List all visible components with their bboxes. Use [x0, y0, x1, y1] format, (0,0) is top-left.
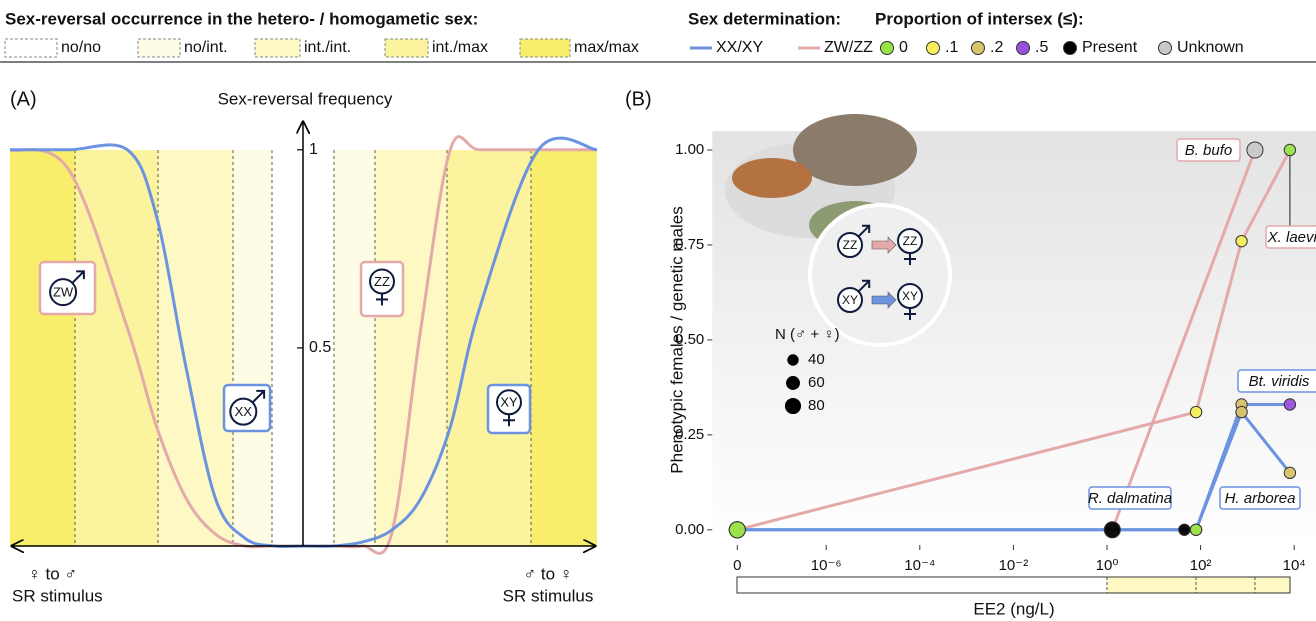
legend-swatch — [138, 39, 180, 57]
legend-label: Unknown — [1177, 39, 1244, 56]
legend-marker — [1064, 42, 1077, 55]
data-point — [729, 522, 745, 538]
size-legend-label: 40 — [808, 351, 825, 368]
figure: Sex-reversal occurrence in the hetero- /… — [0, 0, 1316, 621]
range-bar — [1107, 578, 1290, 593]
x-axis-label: EE2 (ng/L) — [973, 599, 1054, 618]
panel-label: (A) — [10, 88, 37, 110]
size-legend-marker — [786, 376, 800, 390]
legend-swatch — [385, 39, 428, 57]
y-tick-label: 0.00 — [675, 521, 704, 538]
legend-label: ZW/ZZ — [824, 39, 873, 56]
genotype-text: ZZ — [903, 234, 918, 248]
legend-label: Present — [1082, 39, 1138, 56]
data-point — [1190, 524, 1201, 535]
legend-label: XX/XY — [716, 39, 763, 56]
stimulus-band — [447, 150, 531, 546]
legend-label: .5 — [1035, 39, 1048, 56]
x-tick-label: 10⁻² — [999, 557, 1029, 574]
legend-label: no/int. — [184, 39, 228, 56]
x-tick-label: 10² — [1190, 557, 1212, 574]
legend-title: Proportion of intersex (≤): — [875, 9, 1084, 28]
legend-marker — [1159, 42, 1172, 55]
y-tick-label: 0.50 — [675, 331, 704, 348]
x-tick-label: 10⁻⁴ — [904, 557, 935, 574]
x-axis-label: ♂ to ♀ — [523, 564, 572, 583]
data-point — [1104, 522, 1120, 538]
data-point — [1284, 144, 1295, 155]
genotype-text: ZZ — [843, 238, 858, 252]
size-legend-label: 60 — [808, 374, 825, 391]
legend-label: int./int. — [304, 39, 351, 56]
y-tick-label: 0.75 — [675, 236, 704, 253]
x-tick-label: 10⁰ — [1096, 557, 1119, 574]
data-point — [1284, 467, 1295, 478]
species-label: X. laevis — [1267, 229, 1316, 246]
legend-label: .2 — [990, 39, 1003, 56]
x-axis-label: ♀ to ♂ — [28, 564, 77, 583]
y-tick-label: 1 — [309, 141, 318, 158]
stimulus-band — [531, 150, 597, 546]
data-point — [1284, 399, 1295, 410]
legend-label: int./max — [432, 39, 488, 56]
legend-label: 0 — [899, 39, 908, 56]
legend-marker — [1017, 42, 1030, 55]
legend-label: .1 — [945, 39, 958, 56]
data-point — [1236, 406, 1247, 417]
species-label: R. dalmatina — [1088, 490, 1172, 507]
x-tick-label: 10⁴ — [1283, 557, 1306, 574]
legend-swatch — [255, 39, 300, 57]
illustration — [732, 158, 812, 198]
axis-title: Sex-reversal frequency — [218, 89, 393, 108]
stimulus-band — [334, 150, 375, 546]
legend-marker — [927, 42, 940, 55]
data-point — [1179, 524, 1190, 535]
genotype-text: XY — [500, 395, 518, 410]
x-tick-label: 10⁻⁶ — [811, 557, 842, 574]
legend-label: no/no — [61, 39, 101, 56]
size-legend-label: 80 — [808, 397, 825, 414]
x-axis-label: SR stimulus — [12, 586, 103, 605]
legend-title: Sex determination: — [688, 9, 841, 28]
stimulus-band — [158, 150, 233, 546]
genotype-text: ZW — [53, 285, 74, 300]
y-tick-label: 0.5 — [309, 339, 331, 356]
stimulus-band — [10, 150, 75, 546]
data-point — [1236, 235, 1247, 246]
species-label: B. bufo — [1185, 142, 1233, 159]
size-legend-title: N (♂ + ♀) — [775, 326, 840, 343]
page: {"header": { "sr_title": "Sex-reversal o… — [0, 0, 1316, 621]
genotype-text: ZZ — [374, 274, 390, 289]
genotype-text: XX — [235, 404, 253, 419]
x-axis-label: SR stimulus — [503, 586, 594, 605]
inset — [810, 205, 950, 345]
genotype-text: XY — [902, 289, 918, 303]
y-tick-label: 0.25 — [675, 426, 704, 443]
size-legend-marker — [785, 398, 801, 414]
panel-label: (B) — [625, 88, 652, 110]
legend-swatch — [5, 39, 57, 57]
legend-marker — [972, 42, 985, 55]
legend-swatch — [520, 39, 570, 57]
genotype-text: XY — [842, 293, 858, 307]
legend-label: max/max — [574, 39, 639, 56]
species-label: Bt. viridis — [1249, 373, 1310, 390]
data-point — [1190, 406, 1201, 417]
legend-title: Sex-reversal occurrence in the hetero- /… — [5, 9, 478, 28]
stimulus-band — [375, 150, 447, 546]
y-tick-label: 1.00 — [675, 141, 704, 158]
stimulus-band — [233, 150, 272, 546]
x-tick-label: 0 — [733, 557, 741, 574]
legend-marker — [881, 42, 894, 55]
species-label: H. arborea — [1225, 490, 1296, 507]
data-point — [1247, 142, 1263, 158]
size-legend-marker — [787, 354, 798, 365]
